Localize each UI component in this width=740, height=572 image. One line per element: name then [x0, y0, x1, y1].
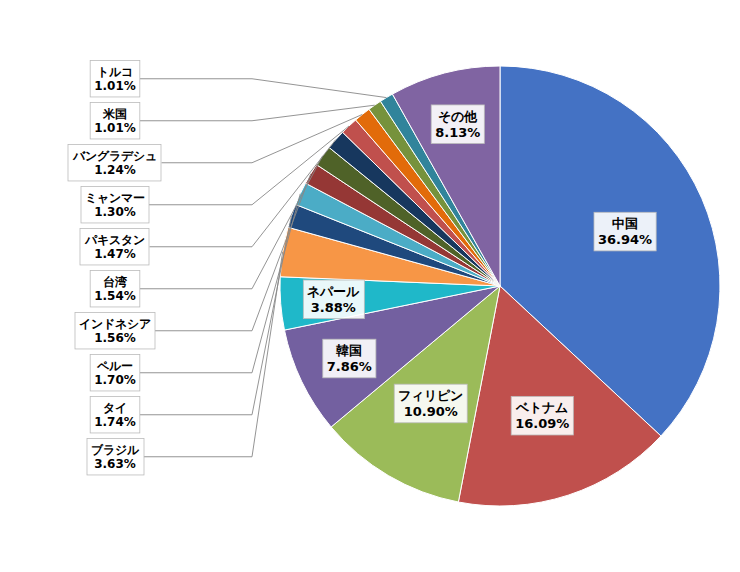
- data-label-text: バングラデシュ1.24%: [72, 149, 157, 177]
- data-label: 中国36.94%: [594, 212, 656, 251]
- leader-line: [155, 174, 311, 331]
- label-box: [90, 355, 140, 391]
- label-box: [90, 397, 140, 433]
- value-label: 1.47%: [94, 247, 136, 261]
- category-label: ペルー: [96, 359, 133, 373]
- label-box: [68, 145, 161, 181]
- data-label: ペルー1.70%: [90, 355, 140, 391]
- category-label: 米国: [102, 107, 127, 121]
- leader-line: [140, 79, 387, 98]
- data-label-text: 米国1.01%: [94, 107, 136, 135]
- category-label: 台湾: [103, 275, 127, 289]
- label-box: [90, 61, 140, 97]
- label-box: [594, 212, 656, 251]
- value-label: 1.74%: [94, 415, 136, 429]
- data-label-text: 台湾1.54%: [94, 275, 136, 303]
- label-box: [75, 313, 155, 349]
- data-label-text: ブラジル3.63%: [91, 443, 140, 471]
- value-label: 36.94%: [598, 232, 652, 247]
- data-label: ブラジル3.63%: [87, 439, 144, 475]
- label-box: [323, 339, 376, 378]
- data-label-text: インドネシア1.56%: [79, 317, 151, 345]
- data-label: 米国1.01%: [90, 103, 140, 139]
- labels: 中国36.94% ベトナム16.09% フィリピン10.90% 韓国7.86% ネパール…: [68, 61, 656, 475]
- data-label: 台湾1.54%: [90, 271, 140, 307]
- label-box: [80, 229, 149, 265]
- data-label: ミャンマー1.30%: [81, 187, 149, 223]
- data-label-text: 中国36.94%: [598, 216, 652, 247]
- value-label: 3.63%: [94, 457, 136, 471]
- label-box: [87, 439, 144, 475]
- data-label: トルコ1.01%: [90, 61, 140, 97]
- data-label-text: ネパール3.88%: [307, 284, 360, 315]
- category-label: タイ: [103, 401, 127, 415]
- value-label: 8.13%: [435, 125, 480, 140]
- category-label: ブラジル: [91, 443, 140, 457]
- category-label: ネパール: [307, 284, 360, 299]
- value-label: 1.24%: [94, 163, 136, 177]
- data-label: バングラデシュ1.24%: [68, 145, 161, 181]
- data-label: タイ1.74%: [90, 397, 140, 433]
- label-box: [394, 384, 467, 423]
- label-box: [90, 271, 140, 307]
- data-label-text: ミャンマー1.30%: [85, 191, 145, 219]
- data-label-text: ベトナム16.09%: [515, 400, 569, 431]
- value-label: 1.01%: [94, 121, 136, 135]
- leader-line: [150, 140, 336, 247]
- data-label-text: その他8.13%: [435, 109, 480, 140]
- label-box: [81, 187, 149, 223]
- chart: 中国36.94% ベトナム16.09% フィリピン10.90% 韓国7.86% ネパール…: [0, 0, 740, 572]
- label-box: [511, 396, 573, 435]
- category-label: 中国: [612, 216, 638, 231]
- data-label-text: タイ1.74%: [94, 401, 136, 429]
- leader-line: [140, 216, 292, 415]
- category-label: パキスタン: [84, 233, 145, 247]
- slices: [280, 66, 720, 506]
- data-label-text: トルコ1.01%: [94, 65, 136, 93]
- category-label: 韓国: [336, 343, 362, 358]
- data-label-text: ペルー1.70%: [94, 359, 136, 387]
- category-label: バングラデシュ: [72, 149, 157, 163]
- category-label: ミャンマー: [85, 191, 145, 205]
- label-box: [303, 280, 364, 319]
- category-label: インドネシア: [79, 317, 151, 331]
- pie-slice: [392, 66, 500, 286]
- value-label: 10.90%: [404, 404, 458, 419]
- data-label-text: 韓国7.86%: [327, 343, 372, 374]
- value-label: 1.01%: [94, 79, 136, 93]
- value-label: 1.30%: [94, 205, 136, 219]
- category-label: ベトナム: [515, 400, 568, 415]
- value-label: 7.86%: [327, 359, 372, 374]
- value-label: 1.56%: [94, 331, 136, 345]
- category-label: その他: [438, 109, 478, 124]
- data-label: フィリピン10.90%: [394, 384, 467, 423]
- leader-line: [144, 252, 283, 457]
- data-label: インドネシア1.56%: [75, 313, 155, 349]
- category-label: フィリピン: [398, 388, 463, 403]
- data-label: 韓国7.86%: [323, 339, 376, 378]
- leader-line: [140, 105, 375, 121]
- value-label: 1.54%: [94, 289, 136, 303]
- value-label: 16.09%: [515, 416, 569, 431]
- page: {"chart_data": {"type": "pie", "categori…: [0, 0, 740, 572]
- leader-line: [140, 194, 300, 373]
- data-label-text: パキスタン1.47%: [84, 233, 145, 261]
- leader-line: [162, 114, 363, 162]
- category-label: トルコ: [97, 65, 133, 79]
- data-label: パキスタン1.47%: [80, 229, 149, 265]
- leader-line: [140, 156, 323, 289]
- data-label: その他8.13%: [431, 105, 484, 144]
- data-label: ネパール3.88%: [303, 280, 364, 319]
- label-box: [431, 105, 484, 144]
- value-label: 3.88%: [311, 300, 356, 315]
- data-label-text: フィリピン10.90%: [398, 388, 463, 419]
- leader-lines: [140, 79, 387, 457]
- data-label: ベトナム16.09%: [511, 396, 573, 435]
- value-label: 1.70%: [94, 373, 136, 387]
- label-box: [90, 103, 140, 139]
- leader-line: [149, 126, 349, 205]
